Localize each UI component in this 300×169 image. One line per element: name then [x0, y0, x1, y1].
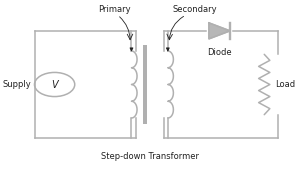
Text: Supply: Supply [3, 80, 32, 89]
Text: Step-down Transformer: Step-down Transformer [100, 152, 199, 161]
Text: Diode: Diode [207, 48, 232, 57]
Polygon shape [209, 23, 230, 39]
Text: V: V [51, 79, 58, 90]
Text: Primary: Primary [98, 5, 131, 14]
Text: Load: Load [275, 80, 296, 89]
Text: Secondary: Secondary [172, 5, 217, 14]
